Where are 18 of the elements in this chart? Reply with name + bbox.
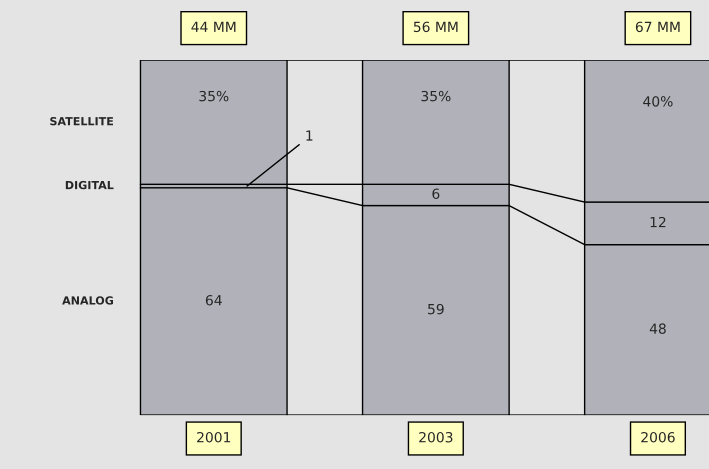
data-label: 12 [650, 216, 666, 228]
text: DIGITAL [66, 180, 114, 190]
text: ANALOG [62, 296, 114, 305]
data-label: 64 [206, 294, 222, 306]
text: 44 MM [191, 22, 236, 32]
x-tick-label: 2006 [641, 432, 675, 442]
x-tick-label: 2003 [419, 432, 452, 442]
data-label: 48 [650, 323, 666, 334]
data-label: 6 [432, 188, 440, 199]
data-label: 40% [643, 96, 673, 107]
data-label: 1 [306, 130, 312, 141]
text: 56 MM [414, 22, 458, 32]
text: SATELLITE [50, 116, 114, 126]
x-tick-label: 2001 [197, 432, 230, 442]
text: 67 MM [636, 22, 680, 32]
data-label: 35% [421, 90, 451, 102]
data-label: 59 [428, 304, 444, 314]
data-label: 35% [199, 90, 228, 102]
